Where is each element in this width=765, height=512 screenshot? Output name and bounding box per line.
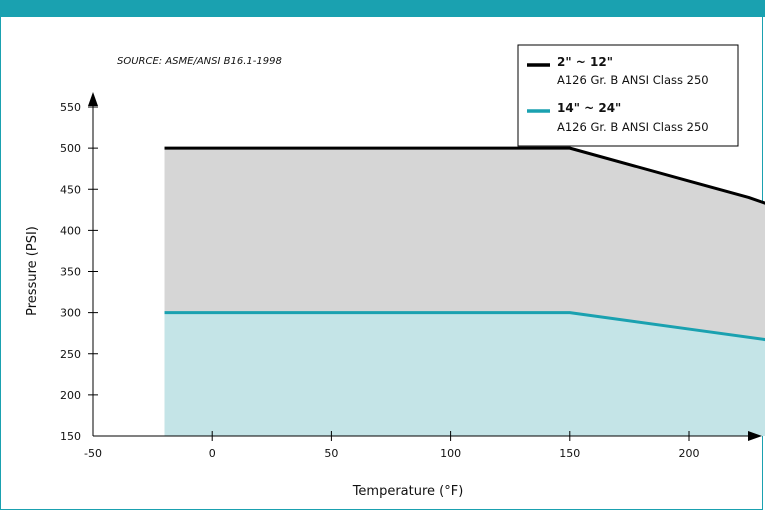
y-tick-label: 500 [60,142,81,155]
area-layer [164,148,765,436]
y-tick-label: 300 [60,307,81,320]
top-banner [0,0,765,17]
y-tick-label: 350 [60,266,81,279]
y-tick-label: 550 [60,101,81,114]
y-tick-label: 450 [60,183,81,196]
x-axis-arrowhead [748,431,762,441]
y-tick-label: 200 [60,389,81,402]
y-axis-arrowhead [88,92,98,106]
y-axis-title: Pressure (PSI) [25,226,40,316]
y-tick-label: 400 [60,224,81,237]
legend-series-subtitle: A126 Gr. B ANSI Class 250 [557,120,709,134]
x-axis-title: Temperature (°F) [352,484,464,499]
series-line-teal [164,311,765,342]
x-tick-label: 0 [209,447,216,460]
x-tick-label: 50 [324,447,338,460]
x-tick-label: -50 [84,447,102,460]
legend-series-name: 14" ~ 24" [557,101,621,115]
legend-series-subtitle: A126 Gr. B ANSI Class 250 [557,73,709,87]
legend: 2" ~ 12" A126 Gr. B ANSI Class 250 14" ~… [517,44,739,147]
axis-layer: -500501001502002503003504004505001502002… [60,92,762,460]
y-tick-label: 150 [60,430,81,443]
y-tick-label: 250 [60,348,81,361]
legend-box [517,44,739,147]
x-tick-label: 150 [559,447,580,460]
source-note: SOURCE: ASME/ANSI B16.1-1998 [117,56,282,67]
x-tick-label: 100 [440,447,461,460]
line-layer [164,146,765,342]
legend-series-name: 2" ~ 12" [557,55,613,69]
series-area-teal [164,312,765,436]
x-tick-label: 200 [679,447,700,460]
series-line-black [164,146,765,205]
